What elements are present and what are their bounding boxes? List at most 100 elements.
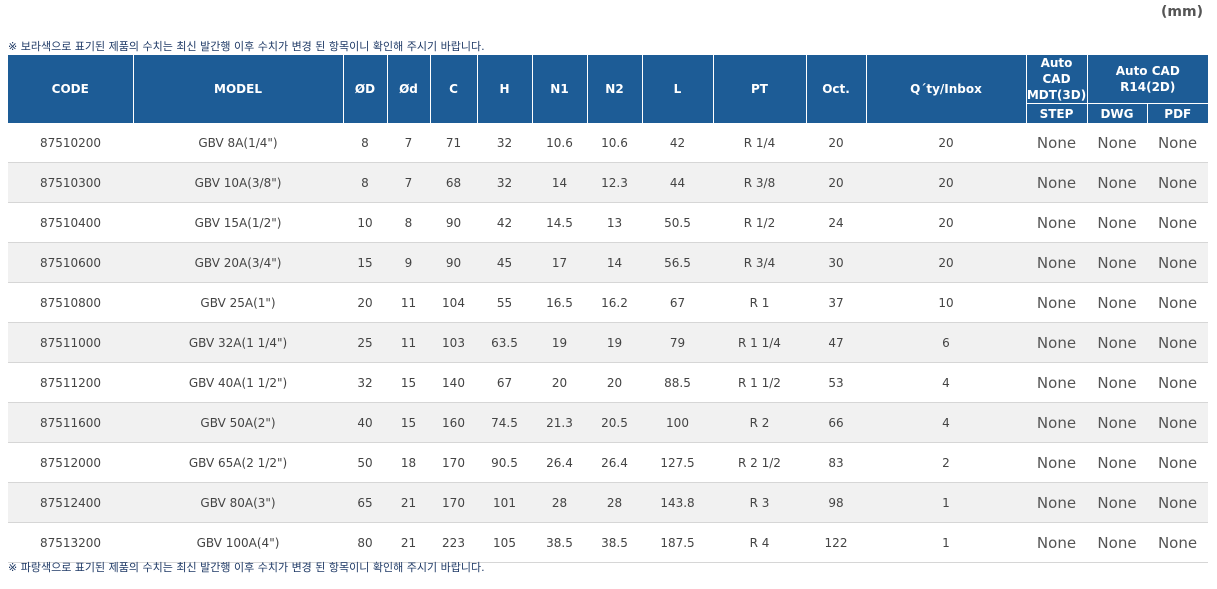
header-dwg: DWG	[1087, 103, 1148, 123]
cell-od-small: 18	[387, 442, 430, 483]
table-row: 87510200 GBV 8A(1/4") 8 7 71 32 10.6 10.6 42 R 1/…	[8, 123, 1209, 163]
cell-dwg: None	[1087, 322, 1147, 363]
cell-od-big: 10	[343, 202, 387, 243]
cell-code: 87512000	[8, 442, 133, 483]
cell-n1: 38.5	[532, 522, 587, 563]
cell-code: 87510200	[8, 123, 133, 163]
header-qty: Q´ty/Inbox	[866, 55, 1027, 123]
cell-code: 87510300	[8, 162, 133, 203]
cell-h: 32	[477, 162, 532, 203]
cell-pdf: None	[1147, 442, 1209, 483]
cell-od-big: 8	[343, 123, 387, 163]
cell-pt: R 1/4	[713, 123, 806, 163]
header-autocad-3d-line2: MDT(3D)	[1026, 88, 1087, 102]
cell-step: None	[1026, 522, 1087, 563]
header-l: L	[642, 55, 714, 123]
cell-n1: 26.4	[532, 442, 587, 483]
cell-n2: 10.6	[587, 123, 642, 163]
cell-model: GBV 100A(4")	[133, 522, 343, 563]
cell-l: 50.5	[642, 202, 713, 243]
cell-pt: R 2	[713, 402, 806, 443]
cell-n2: 28	[587, 482, 642, 523]
cell-step: None	[1026, 482, 1087, 523]
cell-qty: 6	[866, 322, 1026, 363]
cell-pdf: None	[1147, 242, 1209, 283]
cell-c: 68	[430, 162, 477, 203]
cell-pt: R 1 1/4	[713, 322, 806, 363]
header-step: STEP	[1026, 103, 1088, 123]
cell-od-big: 32	[343, 362, 387, 403]
cell-qty: 10	[866, 282, 1026, 323]
cell-pdf: None	[1147, 362, 1209, 403]
cell-step: None	[1026, 362, 1087, 403]
cell-n1: 19	[532, 322, 587, 363]
table-row: 87512400 GBV 80A(3") 65 21 170 101 28 28 143.8 R …	[8, 482, 1209, 523]
cell-code: 87510400	[8, 202, 133, 243]
cell-dwg: None	[1087, 242, 1147, 283]
table-row: 87511600 GBV 50A(2") 40 15 160 74.5 21.3 20.5 10…	[8, 402, 1209, 443]
cell-oct: 47	[806, 322, 866, 363]
cell-oct: 66	[806, 402, 866, 443]
unit-label: (mm)	[1161, 4, 1203, 20]
header-pdf: PDF	[1147, 103, 1209, 123]
cell-l: 187.5	[642, 522, 713, 563]
header-n2: N2	[587, 55, 643, 123]
cell-pt: R 1 1/2	[713, 362, 806, 403]
subheader-row: STEP DWG PDF	[8, 103, 1209, 123]
table-row: 87513200 GBV 100A(4") 80 21 223 105 38.5 38.5 18…	[8, 522, 1209, 563]
table-row: 87510400 GBV 15A(1/2") 10 8 90 42 14.5 13 50.5 R …	[8, 202, 1209, 243]
cell-n1: 14.5	[532, 202, 587, 243]
cell-code: 87511000	[8, 322, 133, 363]
cell-pdf: None	[1147, 482, 1209, 523]
table-row: 87510300 GBV 10A(3/8") 8 7 68 32 14 12.3 44 R 3/8…	[8, 162, 1209, 203]
cell-od-small: 21	[387, 522, 430, 563]
cell-h: 90.5	[477, 442, 532, 483]
cell-oct: 98	[806, 482, 866, 523]
cell-qty: 20	[866, 123, 1026, 163]
cell-dwg: None	[1087, 482, 1147, 523]
cell-dwg: None	[1087, 202, 1147, 243]
cell-qty: 20	[866, 242, 1026, 283]
cell-n2: 20.5	[587, 402, 642, 443]
cell-c: 71	[430, 123, 477, 163]
cell-n1: 10.6	[532, 123, 587, 163]
cell-pt: R 3	[713, 482, 806, 523]
cell-oct: 53	[806, 362, 866, 403]
cell-oct: 122	[806, 522, 866, 563]
cell-step: None	[1026, 242, 1087, 283]
cell-l: 67	[642, 282, 713, 323]
cell-l: 100	[642, 402, 713, 443]
cell-pdf: None	[1147, 322, 1209, 363]
cell-od-big: 50	[343, 442, 387, 483]
cell-n2: 12.3	[587, 162, 642, 203]
header-pt: PT	[713, 55, 807, 123]
cell-pdf: None	[1147, 162, 1209, 203]
cell-dwg: None	[1087, 362, 1147, 403]
cell-od-small: 21	[387, 482, 430, 523]
spec-table-body: 87510200 GBV 8A(1/4") 8 7 71 32 10.6 10.6 42 R 1/…	[8, 123, 1209, 563]
cell-qty: 1	[866, 522, 1026, 563]
header-code: CODE	[8, 55, 134, 123]
cell-dwg: None	[1087, 442, 1147, 483]
cell-l: 79	[642, 322, 713, 363]
table-row: 87511200 GBV 40A(1 1/2") 32 15 140 67 20 20 88.5…	[8, 362, 1209, 403]
cell-pdf: None	[1147, 522, 1209, 563]
cell-od-small: 11	[387, 322, 430, 363]
cell-n2: 19	[587, 322, 642, 363]
cell-c: 90	[430, 242, 477, 283]
cell-l: 42	[642, 123, 713, 163]
cell-n1: 16.5	[532, 282, 587, 323]
header-od-small: Ød	[387, 55, 431, 123]
cell-h: 67	[477, 362, 532, 403]
cell-qty: 20	[866, 202, 1026, 243]
table-row: 87510800 GBV 25A(1") 20 11 104 55 16.5 16.2 67 R …	[8, 282, 1209, 323]
cell-model: GBV 50A(2")	[133, 402, 343, 443]
cell-pdf: None	[1147, 282, 1209, 323]
cell-model: GBV 40A(1 1/2")	[133, 362, 343, 403]
header-model: MODEL	[133, 55, 344, 123]
cell-od-small: 7	[387, 162, 430, 203]
cell-od-big: 20	[343, 282, 387, 323]
cell-step: None	[1026, 202, 1087, 243]
cell-l: 44	[642, 162, 713, 203]
cell-qty: 1	[866, 482, 1026, 523]
